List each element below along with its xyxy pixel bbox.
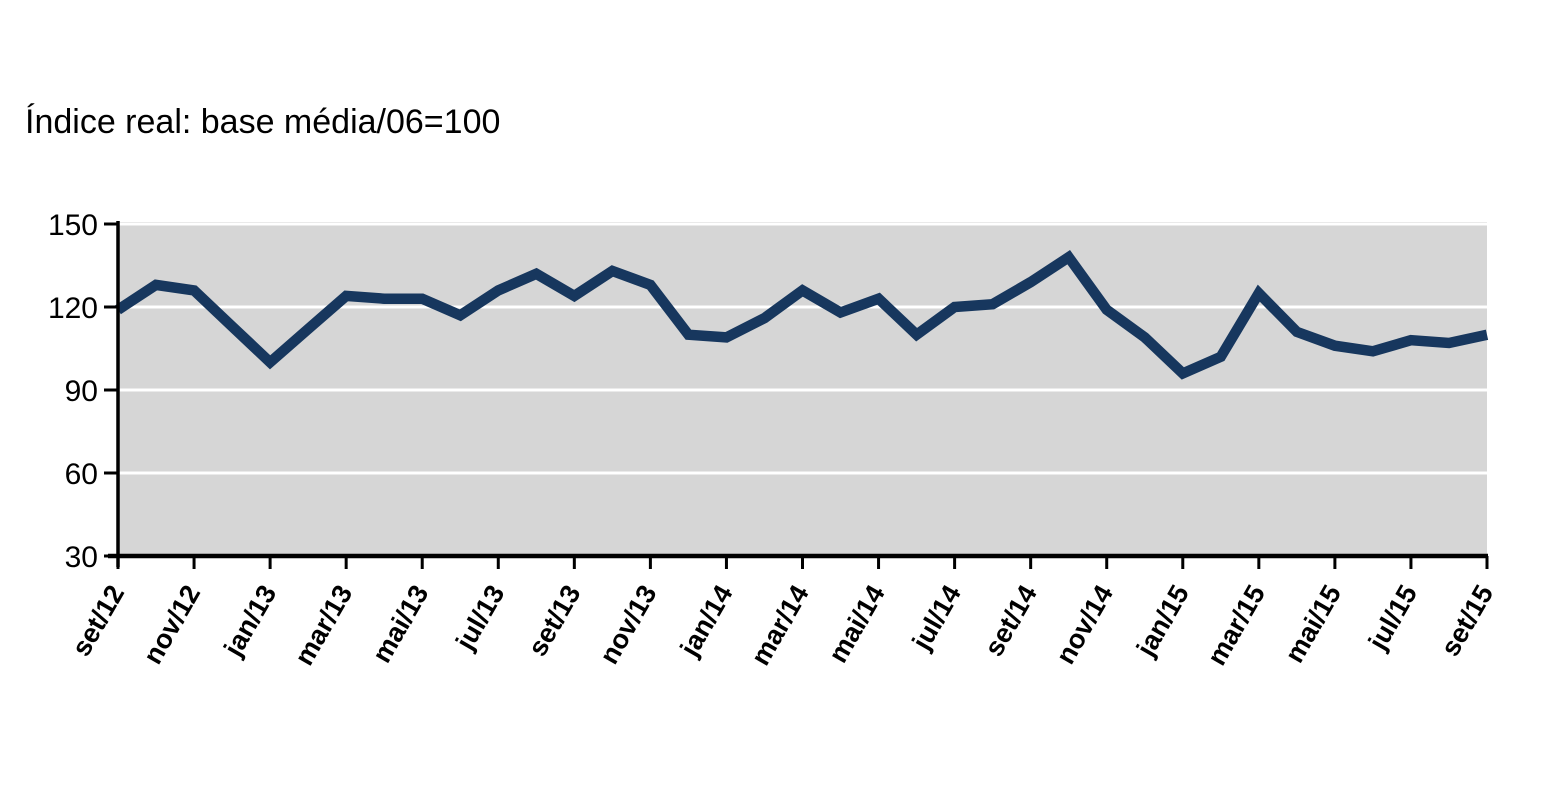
x-axis-label-mai-13: mai/13: [366, 580, 434, 668]
y-axis-label-30: 30: [65, 541, 98, 574]
x-axis-label-set-15: set/15: [1435, 580, 1499, 661]
y-axis-label-120: 120: [48, 292, 98, 325]
x-axis-label-mar-13: mar/13: [289, 580, 359, 670]
chart-title: Índice real: base média/06=100: [25, 103, 501, 141]
y-axis-label-150: 150: [48, 209, 98, 242]
x-axis-label-jul-14: jul/14: [906, 580, 967, 656]
x-axis-label-mai-15: mai/15: [1279, 580, 1347, 668]
x-axis-label-mar-14: mar/14: [745, 580, 815, 670]
x-axis-label-jul-15: jul/15: [1362, 580, 1423, 656]
x-axis-label-nov-12: nov/12: [137, 580, 206, 669]
data-line: [115, 250, 1489, 380]
y-axis-label-60: 60: [65, 458, 98, 491]
x-axis-label-set-13: set/13: [522, 580, 586, 661]
y-axis-label-90: 90: [65, 375, 98, 408]
x-axis-label-jan-15: jan/15: [1130, 580, 1195, 662]
x-axis-label-set-12: set/12: [66, 580, 130, 661]
x-axis-label-jan-14: jan/14: [674, 580, 739, 662]
x-axis-label-nov-13: nov/13: [594, 580, 663, 669]
x-axis-label-mai-14: mai/14: [823, 580, 891, 668]
x-axis-label-jan-13: jan/13: [218, 580, 283, 662]
x-axis-label-set-14: set/14: [979, 580, 1043, 661]
x-axis-label-jul-13: jul/13: [449, 580, 510, 656]
x-axis-label-mar-15: mar/15: [1202, 580, 1272, 670]
x-axis-label-nov-14: nov/14: [1050, 580, 1119, 669]
